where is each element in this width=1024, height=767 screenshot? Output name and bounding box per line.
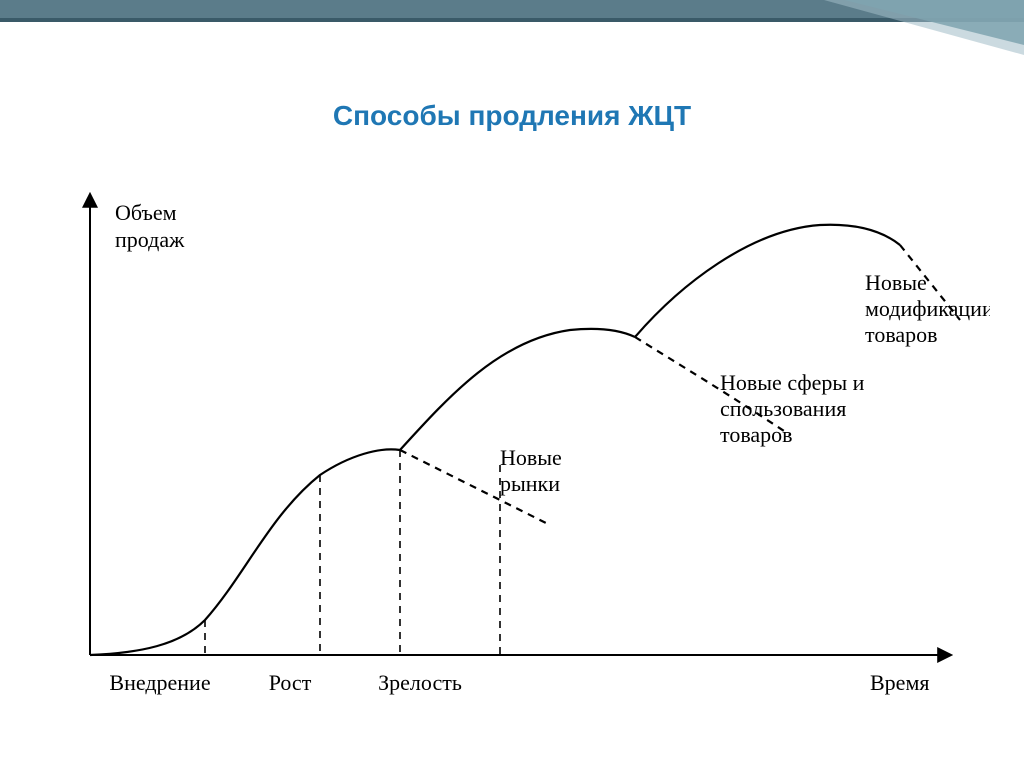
chart-svg: Объемпродаж Время Внедрение Рост Зрелость Нов… [30, 155, 990, 715]
x-axis-label: Время [870, 670, 929, 695]
curve3-label-1: модификации [865, 296, 990, 321]
curve2-label-1: спользования [720, 396, 846, 421]
decorative-wedge-outer [844, 0, 1024, 45]
x-tick-0: Внедрение [109, 670, 210, 695]
curve3-label-2: товаров [865, 322, 938, 347]
curve2-label-2: товаров [720, 422, 793, 447]
curve2-label-0: Новые сферы и [720, 370, 865, 395]
y-axis-label-1: Объем [115, 200, 177, 225]
curve3-label-0: Новые [865, 270, 927, 295]
curve2-solid [400, 329, 635, 450]
x-tick-2: Зрелость [378, 670, 462, 695]
curve3-solid [635, 225, 900, 337]
lifecycle-chart: Объемпродаж Время Внедрение Рост Зрелость Нов… [30, 155, 990, 715]
curve1-solid [90, 449, 400, 655]
page-title: Способы продления ЖЦТ [0, 100, 1024, 132]
curve1-label-0: Новые [500, 445, 562, 470]
x-tick-1: Рост [269, 670, 312, 695]
curve1-label-1: рынки [500, 471, 560, 496]
y-axis-label-2: продаж [115, 227, 185, 252]
